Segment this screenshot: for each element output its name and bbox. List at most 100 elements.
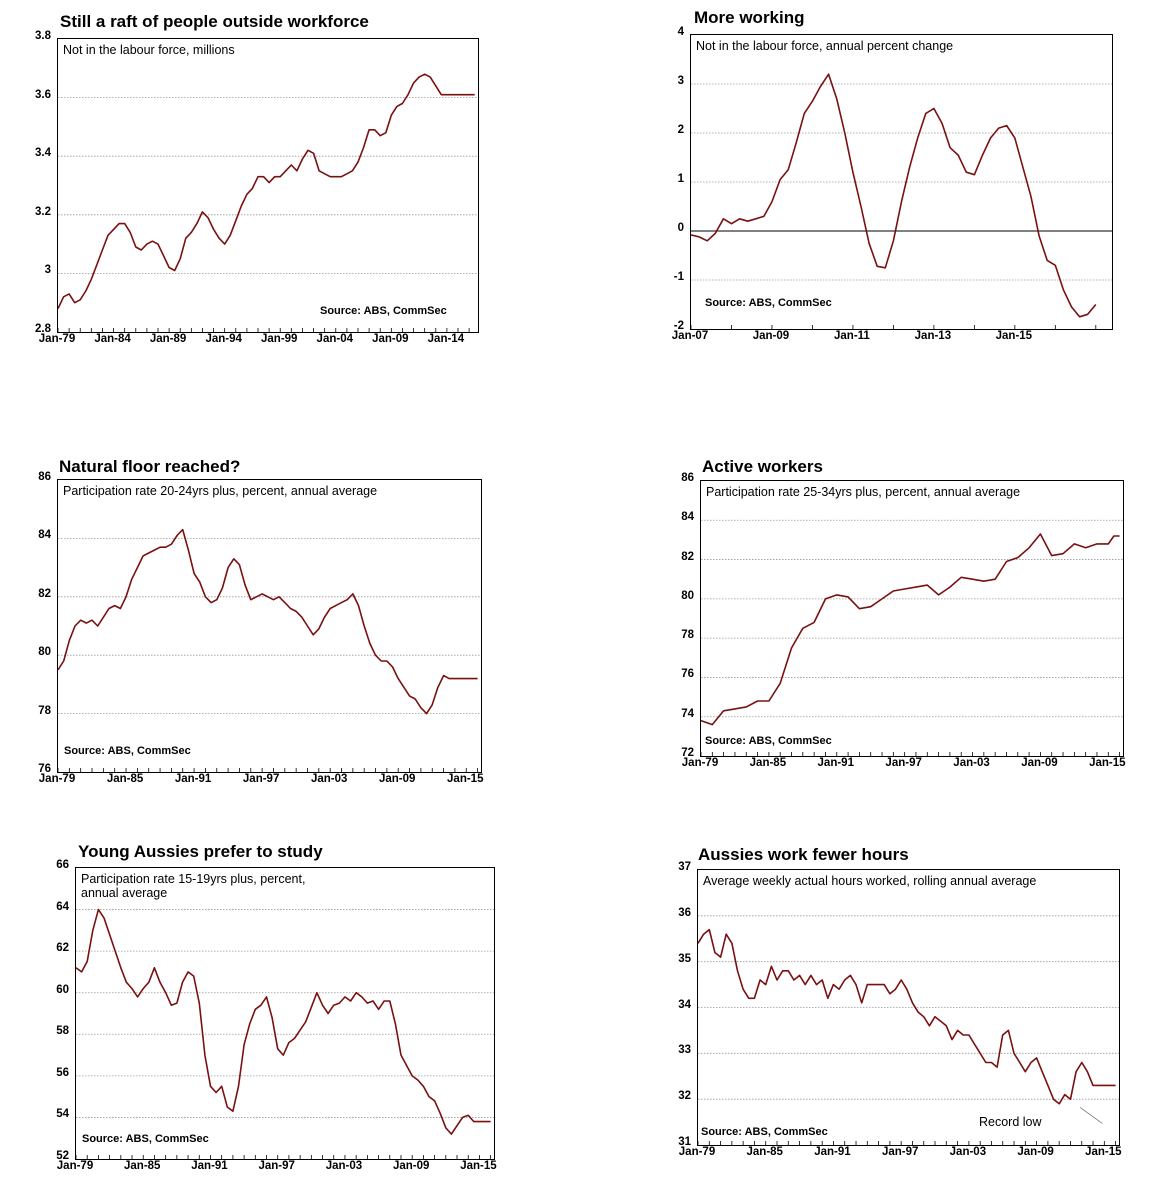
- x-tick-label: Jan-15: [995, 330, 1033, 342]
- chart-svg: [691, 73, 1112, 329]
- x-tick-label: Jan-15: [460, 1160, 497, 1172]
- series-line: [58, 73, 475, 309]
- x-tick-label: Jan-13: [914, 330, 952, 342]
- x-tick-label: Jan-09: [1017, 1146, 1054, 1158]
- y-tick-label: 56: [56, 1066, 69, 1079]
- x-tick-label: Jan-79: [681, 757, 719, 769]
- x-tick-label: Jan-89: [149, 333, 187, 345]
- y-tick-label: 84: [681, 511, 694, 524]
- chart-title: Still a raft of people outside workforce: [60, 12, 369, 31]
- x-tick-label: Jan-84: [94, 333, 131, 345]
- y-tick-label: -1: [673, 271, 684, 283]
- chart-title: Active workers: [702, 457, 823, 476]
- y-tick-label: 4: [677, 26, 684, 38]
- chart-source: Source: ABS, CommSec: [705, 735, 832, 747]
- y-tick-label: 76: [681, 668, 694, 681]
- x-tick-label: Jan-79: [38, 773, 76, 785]
- y-tick-label: 66: [56, 859, 69, 871]
- series-line: [76, 908, 491, 1135]
- y-tick-label: 76: [38, 763, 51, 775]
- series-line: [701, 533, 1120, 726]
- chart-title: Aussies work fewer hours: [698, 845, 909, 864]
- plot-area: Not in the labour force, millions Source…: [57, 38, 479, 333]
- chart-source: Source: ABS, CommSec: [705, 297, 832, 309]
- x-tick-label: Jan-15: [1089, 757, 1126, 769]
- y-tick-label: 3.6: [35, 88, 51, 101]
- y-tick-label: 0: [677, 222, 684, 234]
- y-tick-label: 2: [677, 124, 684, 136]
- x-tick-label: Jan-09: [392, 1160, 430, 1172]
- x-tick-label: Jan-79: [678, 1146, 716, 1158]
- chart-source: Source: ABS, CommSec: [82, 1133, 209, 1145]
- y-tick-label: 78: [38, 704, 51, 717]
- chart-svg: [698, 915, 1119, 1145]
- x-tick-label: Jan-99: [261, 333, 298, 345]
- y-tick-label: 37: [678, 861, 691, 873]
- plot-area: Participation rate 15-19yrs plus, percen…: [75, 867, 495, 1160]
- y-tick-label: 82: [38, 587, 51, 600]
- chart-subtitle-line1: Participation rate 15-19yrs plus, percen…: [81, 872, 306, 886]
- plot-area: Participation rate 25-34yrs plus, percen…: [700, 480, 1124, 757]
- plot-area: Not in the labour force, annual percent …: [690, 34, 1113, 330]
- y-tick-label: -2: [673, 320, 684, 332]
- chart-svg: [58, 528, 481, 772]
- y-tick-label: 34: [678, 998, 691, 1011]
- y-tick-label: 60: [56, 983, 69, 996]
- annotation-leader: [1079, 1107, 1103, 1124]
- x-tick-label: Jan-85: [106, 773, 144, 785]
- x-tick-label: Jan-85: [749, 757, 787, 769]
- x-tick-label: Jan-09: [752, 330, 790, 342]
- x-tick-label: Jan-09: [372, 333, 409, 345]
- y-tick-label: 35: [678, 952, 691, 965]
- x-tick-label: Jan-15: [1085, 1146, 1122, 1158]
- y-tick-label: 78: [681, 629, 694, 642]
- x-tick-label: Jan-94: [205, 333, 242, 345]
- y-tick-label: 2.8: [35, 323, 51, 335]
- y-tick-label: 74: [681, 707, 694, 720]
- x-tick-label: Jan-03: [953, 757, 990, 769]
- x-tick-label: Jan-03: [949, 1146, 987, 1158]
- series-line: [691, 73, 1097, 318]
- chart-svg: [58, 73, 478, 332]
- y-tick-label: 64: [56, 900, 69, 913]
- x-tick-label: Jan-09: [378, 773, 416, 785]
- x-tick-label: Jan-85: [746, 1146, 783, 1158]
- x-tick-label: Jan-79: [56, 1160, 94, 1172]
- y-tick-label: 3.2: [35, 205, 51, 218]
- y-tick-label: 62: [56, 942, 69, 955]
- y-tick-label: 82: [681, 550, 694, 563]
- x-tick-label: Jan-91: [817, 757, 854, 769]
- y-tick-label: 86: [38, 471, 51, 483]
- chart-subtitle: Average weekly actual hours worked, roll…: [703, 874, 1037, 888]
- x-tick-label: Jan-91: [174, 773, 212, 785]
- y-tick-label: 3.8: [35, 30, 51, 42]
- y-tick-label: 36: [678, 906, 691, 919]
- y-tick-label: 3.4: [35, 147, 51, 160]
- x-tick-label: Jan-15: [447, 773, 484, 785]
- y-tick-label: 58: [56, 1025, 69, 1038]
- x-tick-label: Jan-85: [124, 1160, 161, 1172]
- chart-title: Young Aussies prefer to study: [78, 842, 323, 861]
- chart-subtitle: Participation rate 20-24yrs plus, percen…: [63, 484, 378, 498]
- y-tick-label: 84: [38, 529, 51, 542]
- chart-source: Source: ABS, CommSec: [64, 745, 191, 757]
- chart-source: Source: ABS, CommSec: [320, 305, 447, 317]
- y-tick-label: 33: [678, 1044, 691, 1057]
- chart-title: Natural floor reached?: [59, 457, 241, 476]
- x-tick-label: Jan-97: [885, 757, 922, 769]
- chart-title: More working: [694, 8, 805, 27]
- y-tick-label: 52: [56, 1150, 69, 1162]
- record-low-annotation: Record low: [979, 1115, 1042, 1129]
- x-tick-label: Jan-03: [325, 1160, 363, 1172]
- x-tick-label: Jan-97: [242, 773, 280, 785]
- chart-subtitle-line2: annual average: [81, 886, 168, 900]
- x-tick-label: Jan-79: [38, 333, 76, 345]
- x-tick-label: Jan-97: [881, 1146, 919, 1158]
- y-tick-label: 80: [38, 646, 51, 659]
- x-tick-label: Jan-03: [310, 773, 348, 785]
- x-tick-label: Jan-09: [1021, 757, 1058, 769]
- x-tick-label: Jan-91: [191, 1160, 228, 1172]
- chart-svg: [701, 519, 1123, 756]
- y-tick-label: 80: [681, 589, 694, 602]
- plot-area: Participation rate 20-24yrs plus, percen…: [57, 479, 482, 773]
